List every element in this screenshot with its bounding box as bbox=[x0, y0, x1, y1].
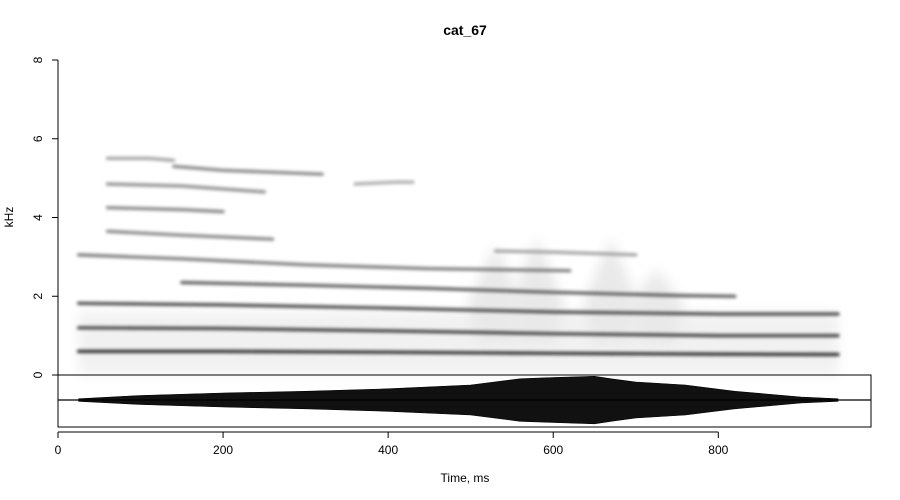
waveform-layer bbox=[57, 374, 872, 428]
harmonic-5-band bbox=[77, 253, 572, 273]
harmonic-6-band bbox=[493, 249, 638, 257]
waveform-box bbox=[57, 374, 872, 428]
spectrogram-haze bbox=[78, 312, 838, 375]
noise-peak-1 bbox=[467, 245, 524, 344]
x-tick-label-400: 400 bbox=[378, 443, 398, 457]
harmonic-2-band bbox=[77, 326, 840, 338]
harmonic-8-band bbox=[105, 206, 225, 214]
x-tick-label-200: 200 bbox=[213, 443, 233, 457]
harmonic-11-band bbox=[105, 156, 176, 162]
harmonic-9-band bbox=[105, 182, 266, 194]
harmonic-3-band bbox=[77, 301, 840, 316]
noise-peak-4 bbox=[628, 268, 685, 344]
y-tick-label-2: 2 bbox=[31, 293, 45, 300]
y-tick-label-8: 8 bbox=[31, 56, 45, 63]
x-axis-title: Time, ms bbox=[441, 471, 490, 485]
y-axis-title: kHz bbox=[2, 207, 16, 228]
axes-layer: 0 2 4 6 8 0 200 400 600 800 bbox=[31, 56, 729, 457]
harmonic-1-band bbox=[77, 349, 840, 357]
spectrogram-layer bbox=[77, 80, 840, 375]
harmonic-13-band bbox=[353, 180, 415, 186]
x-tick-label-800: 800 bbox=[708, 443, 728, 457]
harmonic-4-band bbox=[180, 280, 737, 298]
x-tick-label-0: 0 bbox=[55, 443, 62, 457]
y-tick-label-4: 4 bbox=[31, 214, 45, 221]
harmonic-10-band bbox=[172, 164, 324, 176]
x-tick-label-600: 600 bbox=[543, 443, 563, 457]
y-tick-label-6: 6 bbox=[31, 135, 45, 142]
noise-peak-3 bbox=[583, 237, 640, 344]
chart-title: cat_67 bbox=[443, 22, 487, 38]
harmonic-7-band bbox=[105, 229, 275, 241]
y-tick-label-0: 0 bbox=[31, 371, 45, 378]
